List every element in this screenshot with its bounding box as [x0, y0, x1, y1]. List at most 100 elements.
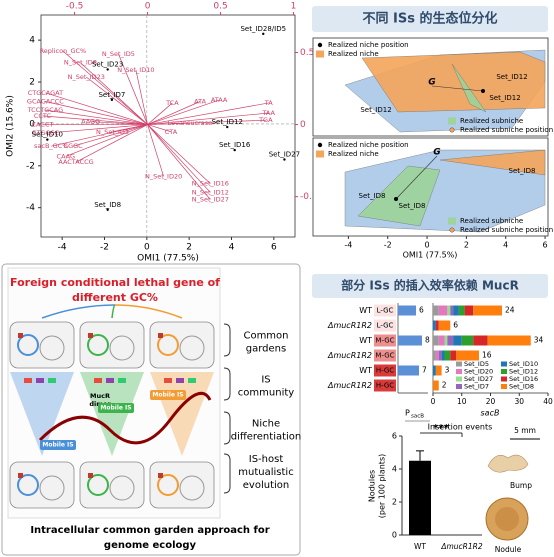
legend-text: Realized subniche [460, 217, 523, 225]
x-tick-label: 4 [229, 243, 235, 253]
bar-segment [435, 365, 442, 376]
funnel [80, 372, 144, 456]
arrow [111, 304, 116, 319]
vector-label: TCA [165, 99, 179, 107]
vector-label: AACTACCG [58, 158, 93, 166]
y-tick-label: 0 [392, 531, 397, 540]
gc-label: L-GC [377, 307, 394, 315]
mobile-box [98, 403, 134, 413]
legend-text: Set_ID16 [509, 375, 538, 383]
legend-text: Realized subniche position [460, 126, 553, 134]
point-label: Set_ID10 [32, 131, 63, 139]
bracket [223, 367, 231, 401]
mobile-label: Mobile IS [100, 405, 131, 412]
gc-label: H-GC [376, 367, 394, 375]
is-element [164, 378, 172, 383]
total-label: 34 [534, 336, 544, 345]
loading-vector [118, 53, 148, 125]
x-tick-label: -4 [58, 243, 67, 253]
bar-segment [438, 335, 445, 346]
bar-segment [447, 305, 451, 316]
plasmid [157, 474, 179, 496]
legend-marker [317, 142, 323, 148]
plot-frame [40, 14, 296, 238]
vector-label: GTGCCC [32, 129, 60, 137]
bar-segment [433, 320, 436, 331]
niche-point [233, 148, 236, 152]
loading-vector [45, 124, 148, 134]
niche-point [226, 125, 229, 129]
cell [149, 461, 215, 509]
stage-label: IS-host [249, 454, 284, 465]
x-tick-label: ΔmucR1R2 [440, 542, 483, 551]
niche-hull [439, 149, 546, 176]
plasmid [157, 334, 179, 356]
bar [409, 460, 431, 535]
vector-label: Replicon_GC% [40, 47, 87, 55]
gc-box [374, 334, 396, 347]
y-tick-label: -4 [26, 203, 35, 213]
loading-vector [147, 102, 173, 125]
x-tick-label: 0 [431, 397, 436, 406]
y-axis-label: OMI2 (15.6%) [6, 95, 16, 157]
loading-vector [147, 101, 201, 125]
bar-segment [435, 350, 439, 361]
x-tick-label: -4 [344, 241, 352, 250]
bar-segment [438, 320, 451, 331]
y-tick-label: 2 [392, 498, 397, 507]
loading-vector [90, 121, 148, 125]
is-element [118, 378, 126, 383]
is-element [106, 378, 114, 383]
vector-label: N_Set_ID10 [117, 66, 154, 74]
x-axis-label: P [405, 409, 410, 418]
stage-label: differentiation [231, 432, 302, 443]
y2-tick-label: 0 [300, 120, 306, 130]
niche-hull [361, 51, 546, 113]
y-tick-label: 0 [29, 119, 35, 129]
scale-label: 5 mm [514, 426, 536, 435]
stage-label: gardens [246, 344, 286, 355]
legend-text: Set_ID5 [464, 360, 489, 368]
y-tick-label: 4 [392, 465, 397, 474]
x-tick-label: WT [414, 542, 426, 551]
bracket [223, 323, 231, 357]
niche-point [46, 138, 49, 141]
loading-vector [147, 124, 211, 193]
y-tick-label: -2 [26, 161, 35, 171]
niche-hull [451, 63, 487, 113]
plasmid [17, 474, 39, 496]
vector-label: CTGCAGAT [28, 89, 63, 97]
x-tick-label: 6 [271, 243, 277, 253]
mobile-box [150, 390, 186, 400]
bar [398, 305, 416, 316]
loading-vector [45, 101, 148, 125]
scheme-title: different GC% [72, 291, 158, 304]
point-label: Set_ID8 [94, 201, 121, 209]
legend-text: Set_ID10 [509, 360, 538, 368]
vector-label: GCAGACCC [27, 97, 64, 105]
stage-label: evolution [243, 480, 289, 491]
legend-swatch [501, 384, 507, 389]
mucr-label: MucR [90, 392, 110, 400]
x-axis-label: Insertion events [428, 423, 493, 432]
y-tick-label: 6 [392, 432, 397, 441]
funnel [10, 372, 74, 456]
value-label: 8 [425, 336, 430, 345]
is-element [48, 378, 56, 383]
bar-segment [433, 305, 439, 316]
plasmid [87, 474, 109, 496]
legend-text: Set_ID12 [509, 368, 538, 376]
legend-marker [448, 117, 456, 125]
bracket [223, 453, 231, 494]
niche-point [262, 32, 265, 36]
loading-vector [147, 122, 190, 125]
bar-segment [438, 350, 442, 361]
x2-tick-label: 1 [291, 2, 297, 12]
nodule-center [495, 507, 519, 531]
vector-label: AAGG [81, 118, 100, 126]
legend-text: Realized subniche [460, 117, 523, 125]
chromosome [109, 335, 135, 361]
x2-tick-label: 0 [145, 2, 151, 12]
vector-label: Levansucrase [168, 119, 213, 127]
stage-label: IS [261, 375, 270, 386]
